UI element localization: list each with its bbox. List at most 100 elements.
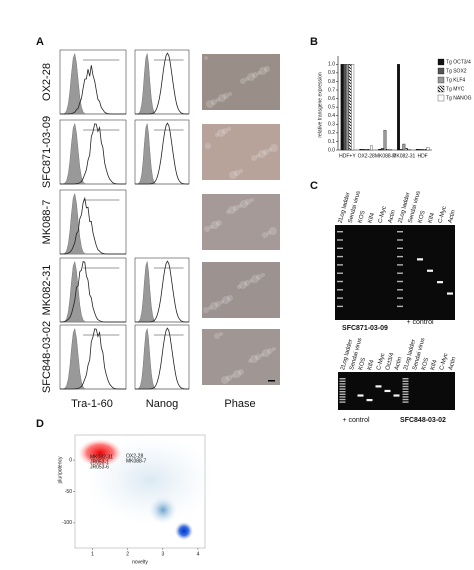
bar <box>421 148 425 151</box>
legend-swatch <box>437 67 445 75</box>
isotype-peak <box>135 261 189 323</box>
panel-label: B <box>310 36 318 48</box>
point-label: MK082-31 <box>90 454 113 460</box>
bar <box>426 147 430 151</box>
y-tick-label: 0.8 <box>328 79 335 85</box>
cell-texture <box>220 300 224 304</box>
gel-caption: SFC848-03-02 <box>400 417 446 424</box>
cell-texture <box>262 349 270 357</box>
cell-texture <box>215 301 221 307</box>
panel-label: D <box>36 418 44 430</box>
column-label: Phase <box>224 398 255 410</box>
point-label: JR053-1 <box>90 459 109 465</box>
cell-texture <box>204 226 210 232</box>
x-tick-label: 4 <box>197 551 200 557</box>
ladder-band <box>397 247 403 249</box>
ladder-band <box>339 380 346 382</box>
band <box>375 385 382 388</box>
y-tick-label: -100 <box>62 520 72 526</box>
phase-image <box>202 329 280 385</box>
ladder-band <box>339 388 346 390</box>
cell-texture <box>219 332 223 336</box>
sample-peak <box>135 122 189 185</box>
ladder-band <box>339 398 346 401</box>
bar <box>351 64 355 151</box>
cell-texture <box>228 206 236 214</box>
ladder-band <box>397 289 403 291</box>
ladder-band <box>397 280 403 283</box>
ladder-band <box>339 391 346 393</box>
bar <box>362 148 366 151</box>
cell-texture <box>262 232 268 238</box>
isotype-peak <box>135 123 189 185</box>
ladder-band <box>402 378 409 380</box>
cell-texture <box>218 94 226 102</box>
cell-texture <box>231 374 235 378</box>
y-tick-label: 0.4 <box>328 113 335 119</box>
legend-swatch <box>437 58 445 66</box>
sample-peak <box>60 123 126 185</box>
ladder-band <box>397 231 403 233</box>
x-tick-label: MK088-7 <box>375 153 396 159</box>
bar <box>407 148 411 151</box>
cell-texture <box>233 370 241 378</box>
cell-texture <box>260 353 264 357</box>
row-label: SFC848-03-02 <box>41 321 53 393</box>
y-tick-label: 0.7 <box>328 87 335 93</box>
cell-texture <box>249 279 253 283</box>
lane-label: Actin <box>394 356 403 370</box>
legend-swatch <box>437 85 445 93</box>
cell-texture <box>228 92 232 96</box>
cell-texture <box>257 71 261 75</box>
ladder-band <box>397 255 403 258</box>
legend-label: Tg MYC <box>446 86 465 92</box>
cell-texture <box>239 281 247 289</box>
sample-peak <box>60 65 126 115</box>
y-tick-label: 0.5 <box>328 104 335 110</box>
cell-texture <box>204 56 208 60</box>
lane-label: Klf4 <box>367 359 376 371</box>
ladder-band <box>402 380 409 382</box>
cell-texture <box>240 200 248 208</box>
ladder-band <box>402 391 409 393</box>
phase-image <box>202 194 280 250</box>
cell-texture <box>267 348 273 354</box>
density <box>149 496 177 524</box>
y-axis-label: relative transgene expression <box>317 72 323 138</box>
x-tick-label: HDF+Y <box>339 153 356 159</box>
ladder-band <box>402 398 409 401</box>
legend-swatch <box>437 76 445 84</box>
ladder-band <box>339 393 346 395</box>
cell-texture <box>206 100 214 108</box>
ladder-band <box>339 396 346 398</box>
legend-label: Tg KLF4 <box>446 77 465 83</box>
cell-texture <box>258 150 266 158</box>
cell-texture <box>229 171 237 179</box>
band <box>393 394 400 397</box>
lane-label: KOS <box>418 210 427 224</box>
cell-texture <box>245 199 251 205</box>
ladder-band <box>337 255 343 258</box>
ladder-band <box>339 383 346 385</box>
ladder-band <box>337 264 343 266</box>
cell-texture <box>234 170 240 176</box>
y-tick-label: -50 <box>65 489 72 495</box>
band <box>366 398 373 402</box>
bar <box>397 64 401 151</box>
column-label: Tra-1-60 <box>71 398 113 410</box>
lane-label: Actin <box>448 356 457 370</box>
cell-texture <box>208 306 212 310</box>
cell-texture <box>226 210 230 214</box>
point-label: OX2-28 <box>126 453 143 459</box>
bar <box>399 148 403 151</box>
cell-texture <box>227 295 233 301</box>
lane-label: Klf4 <box>428 212 437 224</box>
gel <box>335 225 455 320</box>
cell-texture <box>240 78 246 84</box>
lane-label: Actin <box>448 209 457 223</box>
cell-texture <box>261 273 265 277</box>
lane-label: KOS <box>421 357 430 371</box>
ladder-band <box>397 264 403 266</box>
cell-texture <box>238 204 242 208</box>
